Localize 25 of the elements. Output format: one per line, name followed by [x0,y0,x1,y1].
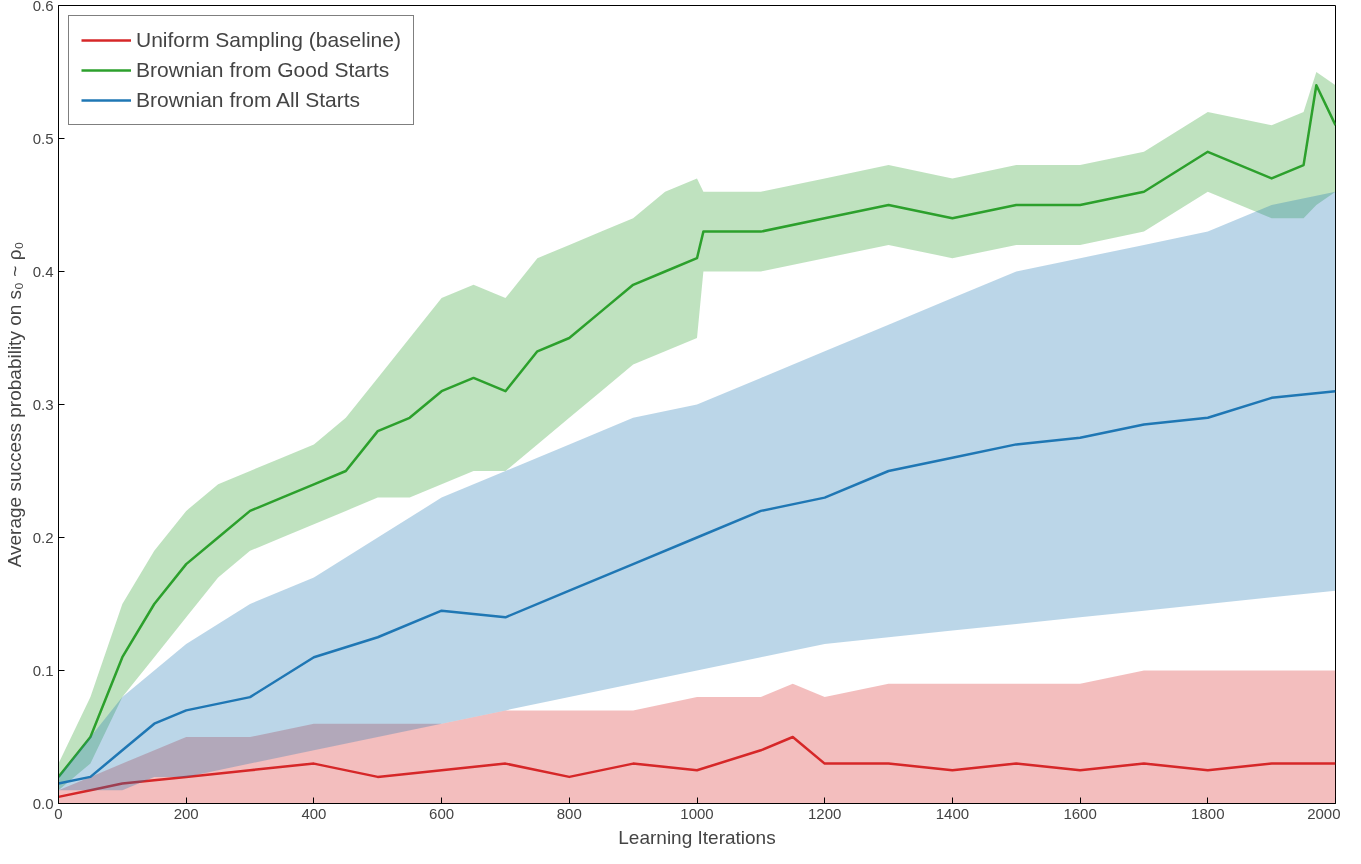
x-tick-label: 1000 [680,804,714,822]
y-tick-label: 0.4 [32,262,54,280]
x-tick-label: 0 [54,804,63,822]
y-tick-label: 0.2 [32,528,54,546]
y-tick-label: 0.1 [32,661,54,679]
y-tick-label: 0.6 [32,0,54,14]
x-tick-label: 1400 [935,804,970,822]
x-tick-label: 200 [173,804,199,822]
x-tick-label: 1800 [1191,804,1225,822]
x-tick-label: 1600 [1063,804,1097,822]
y-axis-title: Average success probability on s₀ ~ ρ₀ [3,241,25,568]
legend-label: Uniform Sampling (baseline) [136,28,401,52]
x-tick-label: 2000 [1307,804,1341,822]
x-axis-title: Learning Iterations [618,826,776,848]
x-tick-label: 1200 [808,804,842,822]
x-tick-label: 600 [429,804,455,822]
line-series [58,389,1336,785]
line-series [58,735,1336,799]
x-tick-label: 400 [301,804,327,822]
y-tick-label: 0.5 [32,129,54,147]
legend-label: Brownian from All Starts [136,88,361,112]
y-tick-label: 0.3 [32,395,54,413]
y-tick-label: 0.0 [32,794,54,812]
x-tick-label: 800 [556,804,582,822]
legend-label: Brownian from Good Starts [136,58,390,82]
